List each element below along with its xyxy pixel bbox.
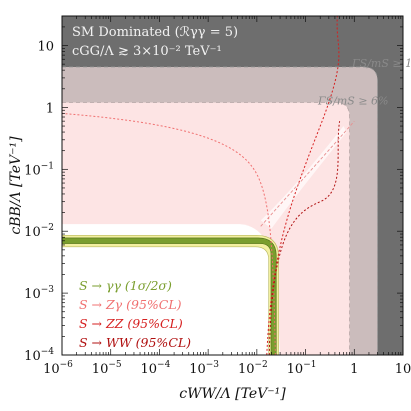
region-wedge [260,126,347,229]
band-2sigma-gamma-gamma [62,234,279,355]
x-tick-label: 10−5 [92,360,122,377]
y-tick-label: 1 [46,101,54,116]
plot-frame [61,15,404,356]
legend-entry: S → WW (95%CL) [79,335,191,350]
legend-entry: S → Zγ (95%CL) [79,297,182,312]
x-axis-label: cWW/Λ [TeV⁻¹] [179,386,286,402]
y-tick-label: 10−1 [24,161,54,178]
curve-ww [268,121,341,355]
curve-z-gamma [62,112,276,355]
x-tick-label: 10 [395,362,411,377]
x-tick-label: 10−1 [287,360,317,377]
legend-entry: S → ZZ (95%CL) [79,316,183,331]
contour-label: ΓS/mS ≥ 100% [351,57,411,70]
x-tick-label: 10−3 [189,360,219,377]
y-tick-label: 10−4 [24,347,54,364]
curve-zz [266,16,340,355]
plot-title-line: SM Dominated (ℛγγ = 5) [72,25,238,40]
contour-width-100 [62,66,378,355]
contour-width-6 [62,102,350,355]
legend-entry: S → γγ (1σ/2σ) [79,278,172,293]
y-axis-label: cBB/Λ [TeV⁻¹] [8,136,24,235]
x-tick-label: 10−6 [43,360,73,377]
plot-title-line: cGG/Λ ≳ 3×10⁻² TeV⁻¹ [72,44,222,59]
y-tick-label: 10 [37,40,54,55]
y-tick-label: 10−2 [24,223,54,240]
x-tick-label: 10−2 [238,360,268,377]
x-tick-label: 1 [350,362,358,377]
region-allowed [62,224,280,355]
curve-z-gamma-diagonal [260,120,355,227]
y-tick-label: 10−3 [24,285,54,302]
x-tick-label: 10−4 [141,360,171,377]
band-1sigma-gamma-gamma [62,237,277,355]
contour-label: ΓS/mS ≥ 6% [317,94,389,107]
